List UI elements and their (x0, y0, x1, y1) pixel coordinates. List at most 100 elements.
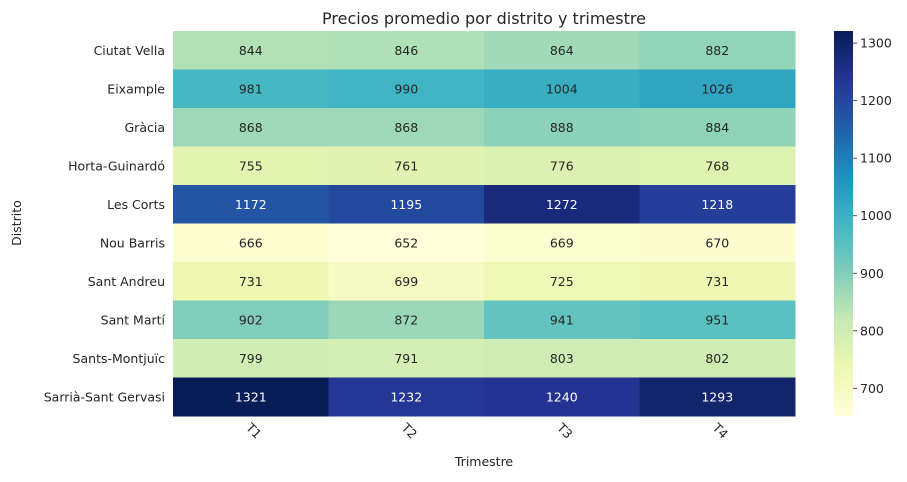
cell-value-label: 755 (239, 158, 263, 173)
heatmap-cell (328, 339, 485, 378)
heatmap-cell (639, 377, 796, 417)
x-tick-label: T2 (398, 419, 420, 441)
heatmap-cell (328, 262, 485, 301)
heatmap-cell (639, 108, 796, 147)
y-tick-label: Sant Andreu (88, 274, 165, 289)
cell-value-label: 1218 (701, 197, 733, 212)
cell-value-label: 666 (239, 235, 263, 250)
heatmap-cell (639, 31, 796, 70)
heatmap-cell (328, 300, 485, 340)
cell-value-label: 669 (550, 235, 574, 250)
heatmap-cell (484, 69, 640, 109)
x-tick-label: T4 (709, 419, 731, 441)
cell-value-label: 768 (705, 158, 729, 173)
chart-title: Precios promedio por distrito y trimestr… (322, 9, 646, 28)
y-tick-label: Sarrià-Sant Gervasi (44, 389, 165, 404)
colorbar-tick-label: 1300 (860, 36, 892, 51)
heatmap-cell (173, 146, 329, 186)
cell-value-label: 1272 (546, 197, 578, 212)
heatmap-cell (173, 69, 329, 109)
cell-value-label: 1026 (701, 81, 733, 96)
cell-value-label: 846 (394, 43, 418, 58)
cell-value-label: 882 (705, 43, 729, 58)
cell-value-label: 868 (239, 120, 263, 135)
heatmap-cell (328, 69, 485, 109)
cell-value-label: 731 (239, 274, 263, 289)
cell-value-label: 1172 (235, 197, 267, 212)
cell-value-label: 725 (550, 274, 574, 289)
cell-value-label: 1293 (701, 389, 733, 404)
cell-value-label: 868 (394, 120, 418, 135)
y-tick-label: Sant Martí (101, 312, 166, 327)
heatmap-cell (639, 223, 796, 263)
x-tick-label: T3 (553, 419, 575, 441)
heatmap-cells: 844 846 864 882 981 990 1004 1026 868 868 888 884 75… (173, 31, 796, 417)
y-tick-label: Gràcia (125, 120, 166, 135)
cell-value-label: 951 (705, 312, 729, 327)
heatmap-cell (328, 223, 485, 263)
x-tick-label: T1 (242, 419, 264, 441)
cell-value-label: 1321 (235, 389, 267, 404)
heatmap-cell (639, 262, 796, 301)
heatmap-cell (173, 185, 329, 224)
colorbar-tick-label: 1000 (860, 208, 892, 223)
colorbar-tick-label: 900 (860, 266, 884, 281)
colorbar-tick-label: 800 (860, 323, 884, 338)
cell-value-label: 1004 (546, 81, 578, 96)
cell-value-label: 888 (550, 120, 574, 135)
heatmap-cell (639, 339, 796, 378)
y-tick-labels: Ciutat Vella Eixample Gràcia Horta-Guinardó… (44, 43, 166, 405)
heatmap-cell (639, 69, 796, 109)
y-tick-label: Les Corts (107, 197, 165, 212)
cell-value-label: 1195 (390, 197, 422, 212)
cell-value-label: 1232 (390, 389, 422, 404)
heatmap-cell (173, 223, 329, 263)
colorbar-tick-label: 1200 (860, 93, 892, 108)
heatmap-cell (173, 108, 329, 147)
y-tick-label: Eixample (107, 81, 165, 96)
cell-value-label: 981 (239, 81, 263, 96)
cell-value-label: 864 (550, 43, 574, 58)
heatmap-cell (484, 108, 640, 147)
y-axis-label: Distrito (9, 200, 24, 246)
heatmap-cell (173, 339, 329, 378)
cell-value-label: 802 (705, 351, 729, 366)
cell-value-label: 1240 (546, 389, 578, 404)
heatmap-cell (173, 262, 329, 301)
cell-value-label: 884 (705, 120, 729, 135)
y-tick-label: Horta-Guinardó (68, 158, 165, 173)
heatmap-cell (484, 146, 640, 186)
cell-value-label: 652 (394, 235, 418, 250)
colorbar-tick-label: 700 (860, 381, 884, 396)
cell-value-label: 670 (705, 235, 729, 250)
y-tick-label: Sants-Montjuïc (73, 351, 166, 366)
cell-value-label: 731 (705, 274, 729, 289)
cell-value-label: 761 (394, 158, 418, 173)
cell-value-label: 990 (394, 81, 418, 96)
colorbar-gradient (834, 31, 853, 416)
colorbar: 700 800 900 1000 1100 1200 1300 (834, 31, 892, 416)
cell-value-label: 803 (550, 351, 574, 366)
heatmap-cell (639, 146, 796, 186)
heatmap-cell (484, 377, 640, 417)
heatmap-cell (173, 377, 329, 417)
heatmap-cell (328, 377, 485, 417)
heatmap-cell (639, 300, 796, 340)
heatmap-cell (328, 108, 485, 147)
heatmap-cell (484, 300, 640, 340)
cell-value-label: 776 (550, 158, 574, 173)
cell-value-label: 902 (239, 312, 263, 327)
cell-value-label: 791 (394, 351, 418, 366)
x-axis-label: Trimestre (454, 454, 514, 469)
heatmap-cell (484, 262, 640, 301)
cell-value-label: 699 (394, 274, 418, 289)
heatmap-cell (328, 31, 485, 70)
x-tick-labels: T1 T2 T3 T4 (242, 419, 731, 441)
heatmap-cell (328, 185, 485, 224)
cell-value-label: 799 (239, 351, 263, 366)
colorbar-tick-label: 1100 (860, 151, 892, 166)
heatmap-cell (484, 223, 640, 263)
cell-value-label: 872 (394, 312, 418, 327)
y-tick-label: Nou Barris (100, 235, 165, 250)
